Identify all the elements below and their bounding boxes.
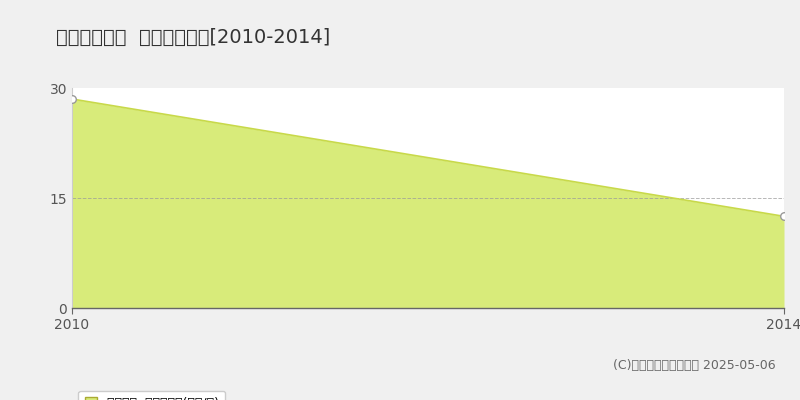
- Text: 太田市別所町  住宅価格推移[2010-2014]: 太田市別所町 住宅価格推移[2010-2014]: [56, 28, 330, 47]
- Text: (C)土地価格ドットコム 2025-05-06: (C)土地価格ドットコム 2025-05-06: [614, 359, 776, 372]
- Point: [778, 213, 790, 220]
- Point: [66, 96, 78, 102]
- Legend: 住宅価格  平均坪単価(万円/坪): 住宅価格 平均坪単価(万円/坪): [78, 391, 226, 400]
